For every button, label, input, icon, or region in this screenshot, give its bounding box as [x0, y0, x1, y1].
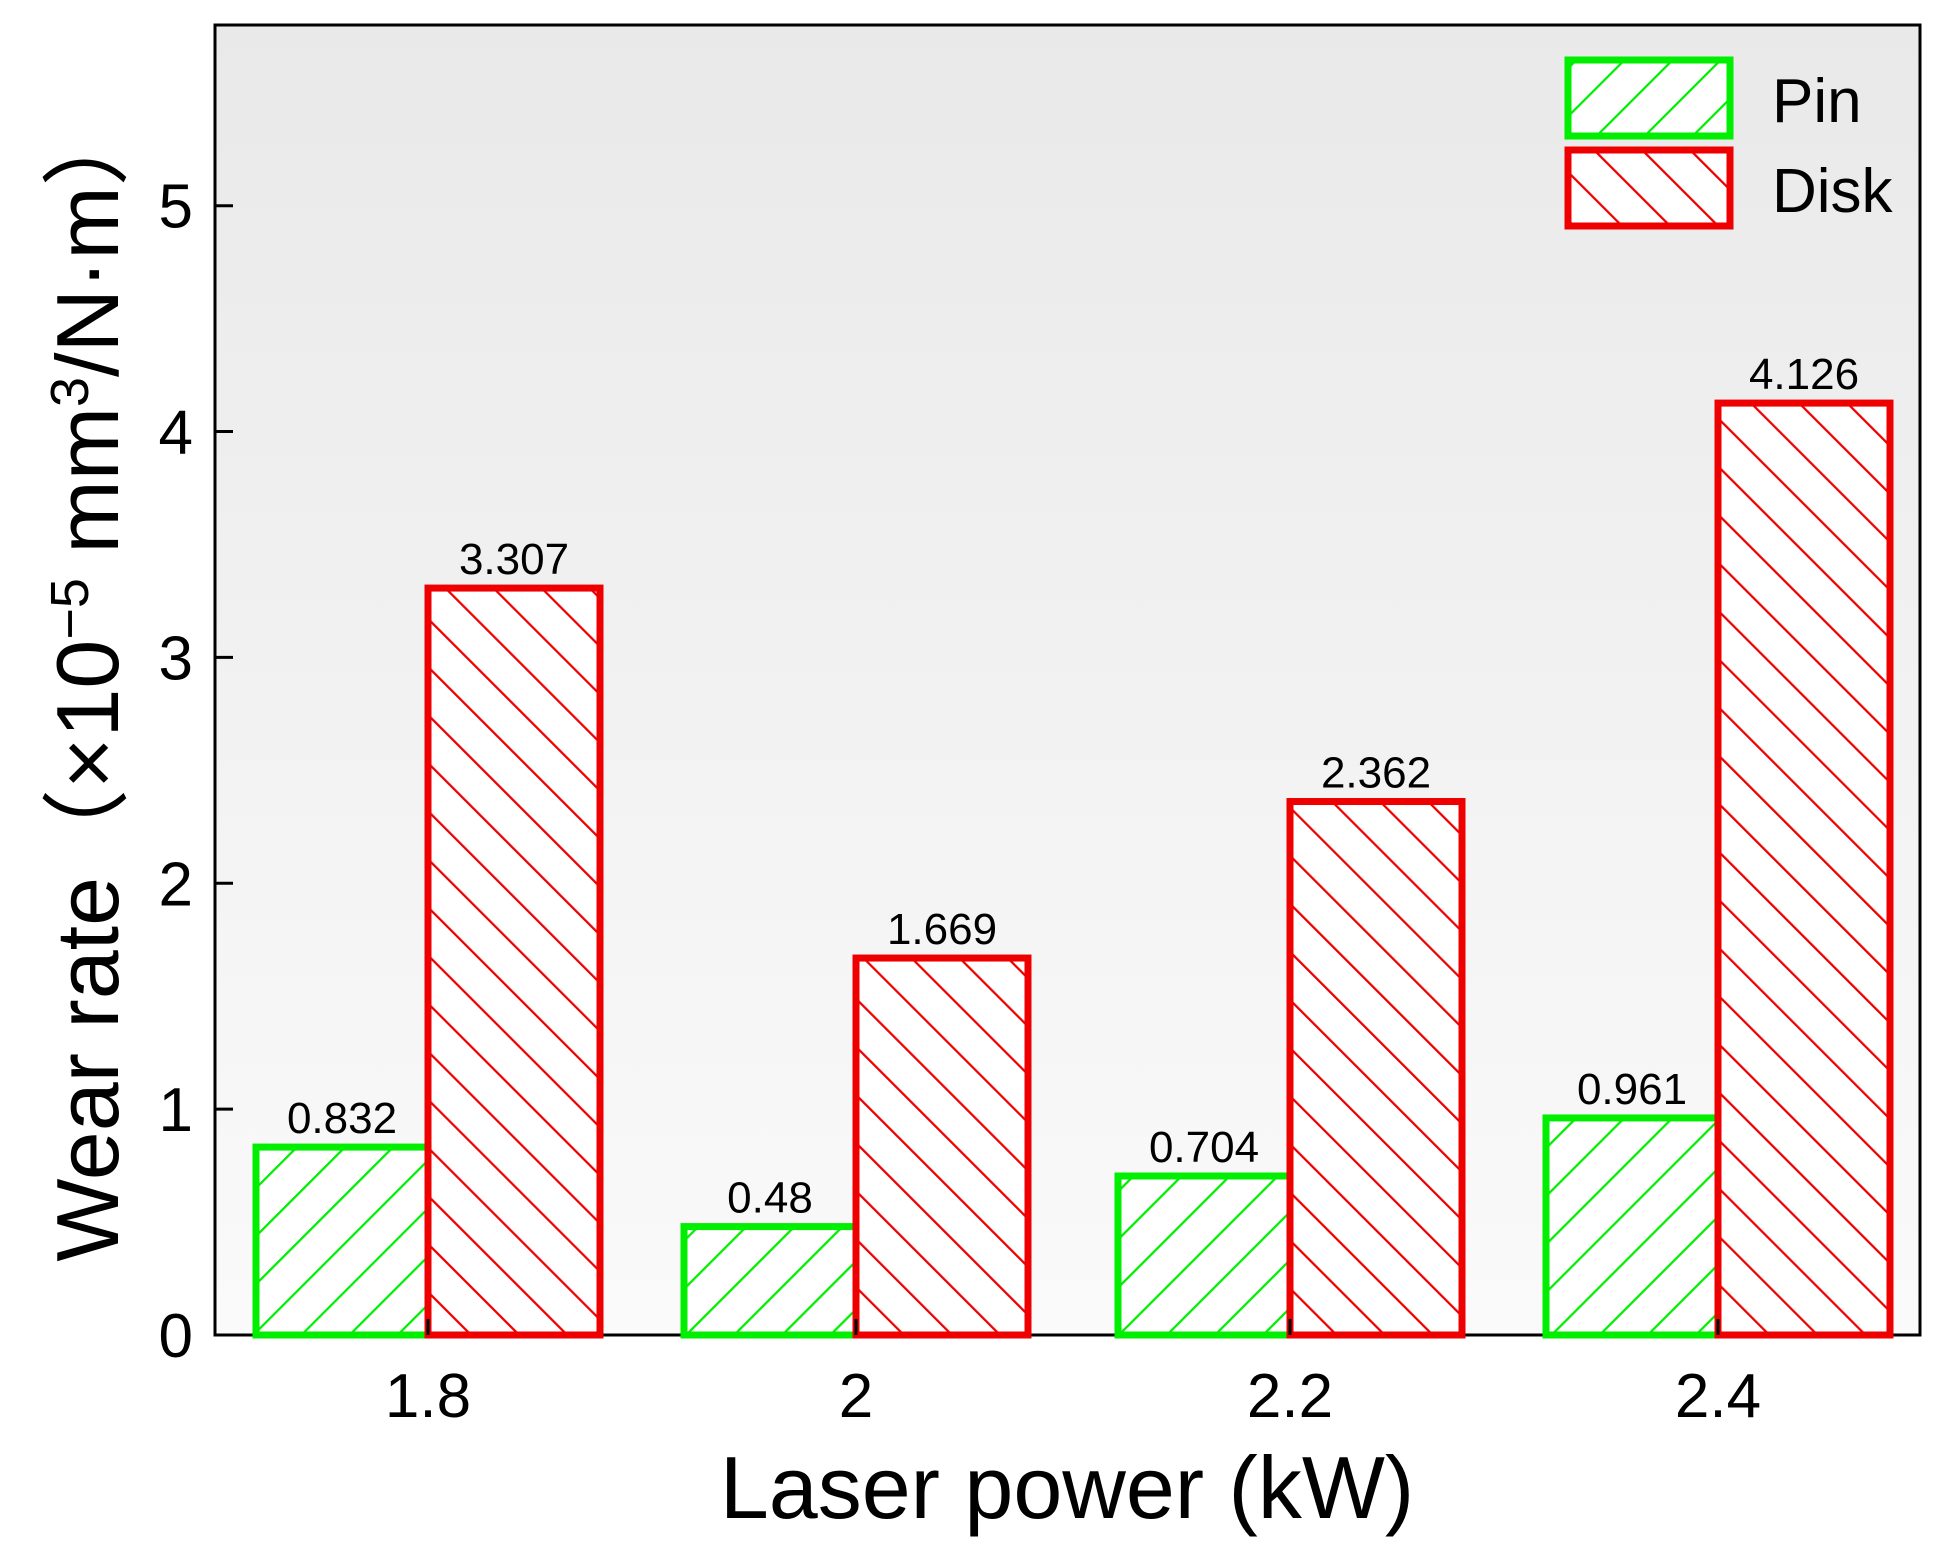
x-axis-ticks: 1.8 2 2.2 2.4 [385, 1319, 1761, 1431]
bar-label-disk-2: 1.669 [887, 905, 997, 954]
bar-label-pin-2.4: 0.961 [1577, 1065, 1687, 1114]
bar-label-pin-2.2: 0.704 [1149, 1123, 1259, 1172]
bars-group [252, 399, 1894, 1339]
y-tick-label: 0 [159, 1302, 193, 1371]
x-tick-label: 1.8 [385, 1362, 471, 1431]
bar-label-pin-1.8: 0.832 [287, 1094, 397, 1143]
x-tick-label: 2.4 [1675, 1362, 1761, 1431]
legend-label-pin: Pin [1772, 67, 1862, 136]
y-axis-title-unit: mm [38, 407, 137, 578]
y-axis-title: Wear rate（×10−5 mm3/N·m） [38, 98, 137, 1261]
y-tick-label: 3 [159, 624, 193, 693]
bar-pin-2 [680, 1223, 860, 1339]
y-axis-title-exponent: −5 [40, 578, 100, 640]
y-tick-label: 1 [159, 1076, 193, 1145]
bar-label-disk-2.2: 2.362 [1321, 749, 1431, 798]
y-axis-title-unit-exponent: 3 [40, 377, 100, 407]
y-tick-label: 2 [159, 850, 193, 919]
x-tick-label: 2.2 [1247, 1362, 1333, 1431]
bar-pin-2.2 [1114, 1172, 1294, 1339]
bar-pin-2.4 [1542, 1114, 1722, 1339]
legend: Pin Disk [1564, 56, 1894, 230]
y-axis-title-tail: /N·m） [38, 98, 137, 377]
bar-disk-2.4 [1714, 399, 1894, 1339]
legend-label-disk: Disk [1772, 157, 1894, 226]
bar-labels-group: 0.832 0.48 0.704 0.961 3.307 1.669 2.362 4.126 [287, 350, 1859, 1222]
bar-label-disk-1.8: 3.307 [459, 535, 569, 584]
y-axis-ticks: 0 1 2 3 4 5 [159, 173, 233, 1371]
bar-disk-2 [852, 954, 1032, 1339]
legend-swatch-pin [1564, 56, 1734, 140]
bar-disk-2.2 [1286, 798, 1466, 1339]
bar-disk-1.8 [424, 584, 604, 1339]
bar-label-pin-2: 0.48 [727, 1174, 813, 1223]
legend-swatch-disk [1564, 146, 1734, 230]
y-axis-title-main: Wear rate（×10 [38, 640, 137, 1262]
bar-label-disk-2.4: 4.126 [1749, 350, 1859, 399]
bar-pin-1.8 [252, 1143, 432, 1339]
y-tick-label: 5 [159, 173, 193, 242]
y-tick-label: 4 [159, 399, 193, 468]
x-tick-label: 2 [839, 1362, 873, 1431]
x-axis-title: Laser power (kW) [720, 1438, 1414, 1537]
